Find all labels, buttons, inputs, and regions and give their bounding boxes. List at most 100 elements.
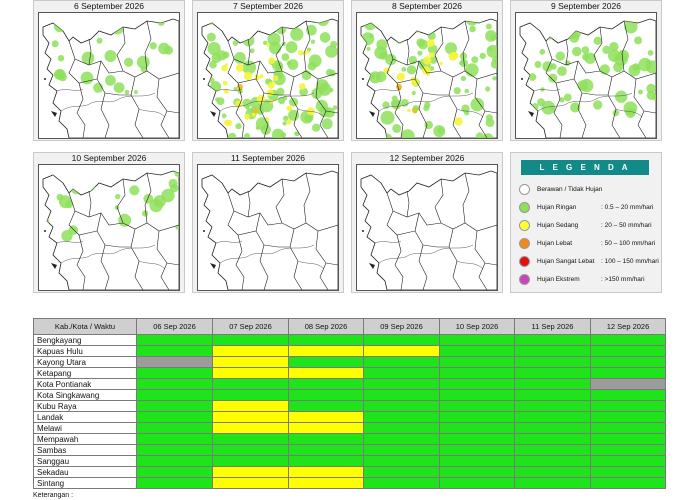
legend-range: : >150 mm/hari — [601, 276, 645, 283]
forecast-cell — [363, 356, 440, 368]
forecast-cell — [590, 356, 666, 368]
column-header: 08 Sep 2026 — [288, 318, 364, 335]
forecast-cell — [212, 389, 289, 401]
forecast-cell — [136, 422, 213, 434]
region-name: Sintang — [33, 477, 137, 489]
forecast-cell — [439, 477, 515, 489]
rainfall-map — [356, 12, 498, 139]
forecast-cell — [590, 400, 666, 412]
forecast-cell — [136, 455, 213, 467]
map-panel: 7 September 2026 — [192, 0, 344, 141]
forecast-cell — [212, 367, 289, 379]
forecast-cell — [288, 334, 364, 346]
column-header: 09 Sep 2026 — [363, 318, 440, 335]
map-title: 10 September 2026 — [71, 153, 147, 163]
region-name: Sekadau — [33, 466, 137, 478]
forecast-cell — [514, 411, 591, 423]
forecast-cell — [514, 433, 591, 445]
forecast-cell — [590, 433, 666, 445]
forecast-cell — [136, 345, 213, 357]
table-row: Ketapang — [33, 367, 666, 379]
region-name: Mempawah — [33, 433, 137, 445]
forecast-cell — [514, 367, 591, 379]
forecast-cell — [590, 477, 666, 489]
column-header: Kab./Kota / Waktu — [33, 318, 137, 335]
forecast-cell — [514, 444, 591, 456]
region-name: Bengkayang — [33, 334, 137, 346]
rainfall-map — [356, 164, 498, 291]
forecast-cell — [514, 477, 591, 489]
forecast-cell — [363, 466, 440, 478]
table-row: Kayong Utara — [33, 356, 666, 368]
forecast-cell — [212, 455, 289, 467]
table-row: Mempawah — [33, 433, 666, 445]
map-panel: 10 September 2026 — [33, 152, 185, 293]
forecast-cell — [136, 334, 213, 346]
table-row: Sanggau — [33, 455, 666, 467]
forecast-cell — [136, 477, 213, 489]
table-row: Sambas — [33, 444, 666, 456]
forecast-cell — [363, 389, 440, 401]
forecast-cell — [439, 345, 515, 357]
forecast-cell — [590, 345, 666, 357]
region-name: Sanggau — [33, 455, 137, 467]
forecast-cell — [363, 367, 440, 379]
forecast-cell — [514, 455, 591, 467]
forecast-cell — [212, 334, 289, 346]
forecast-cell — [212, 378, 289, 390]
map-panel: 8 September 2026 — [351, 0, 503, 141]
forecast-cell — [439, 444, 515, 456]
map-title: 12 September 2026 — [389, 153, 465, 163]
rainfall-map — [197, 12, 339, 139]
region-name: Kota Singkawang — [33, 389, 137, 401]
map-panel: 9 September 2026 — [510, 0, 662, 141]
legend-swatch — [519, 274, 530, 285]
forecast-cell — [439, 411, 515, 423]
forecast-cell — [136, 356, 213, 368]
legend-swatch — [519, 184, 530, 195]
column-header: 11 Sep 2026 — [514, 318, 591, 335]
forecast-cell — [136, 466, 213, 478]
forecast-cell — [288, 400, 364, 412]
forecast-cell — [136, 400, 213, 412]
forecast-cell — [514, 466, 591, 478]
forecast-cell — [439, 334, 515, 346]
forecast-cell — [590, 455, 666, 467]
forecast-cell — [288, 444, 364, 456]
forecast-cell — [288, 378, 364, 390]
forecast-cell — [363, 455, 440, 467]
region-name: Kayong Utara — [33, 356, 137, 368]
rainfall-map — [197, 164, 339, 291]
legend-range: : 20 – 50 mm/hari — [601, 222, 652, 229]
forecast-cell — [590, 367, 666, 379]
legend-label: Hujan Sangat Lebat — [537, 258, 595, 265]
forecast-cell — [363, 400, 440, 412]
forecast-cell — [288, 411, 364, 423]
forecast-cell — [363, 422, 440, 434]
forecast-cell — [136, 367, 213, 379]
legend-title: L E G E N D A — [521, 160, 649, 175]
forecast-cell — [288, 466, 364, 478]
region-name: Melawi — [33, 422, 137, 434]
legend-range: : 50 – 100 mm/hari — [601, 240, 656, 247]
forecast-cell — [212, 444, 289, 456]
map-panel: 6 September 2026 — [33, 0, 185, 141]
forecast-cell — [439, 356, 515, 368]
forecast-cell — [363, 345, 440, 357]
forecast-cell — [212, 466, 289, 478]
region-name: Kubu Raya — [33, 400, 137, 412]
legend-swatch — [519, 256, 530, 267]
forecast-cell — [439, 455, 515, 467]
forecast-cell — [363, 411, 440, 423]
forecast-cell — [363, 444, 440, 456]
forecast-cell — [288, 389, 364, 401]
forecast-cell — [514, 400, 591, 412]
rainfall-map — [515, 12, 657, 139]
region-name: Sambas — [33, 444, 137, 456]
forecast-cell — [212, 400, 289, 412]
forecast-cell — [514, 356, 591, 368]
table-row: Kota Singkawang — [33, 389, 666, 401]
forecast-cell — [590, 411, 666, 423]
forecast-cell — [514, 378, 591, 390]
forecast-cell — [136, 433, 213, 445]
